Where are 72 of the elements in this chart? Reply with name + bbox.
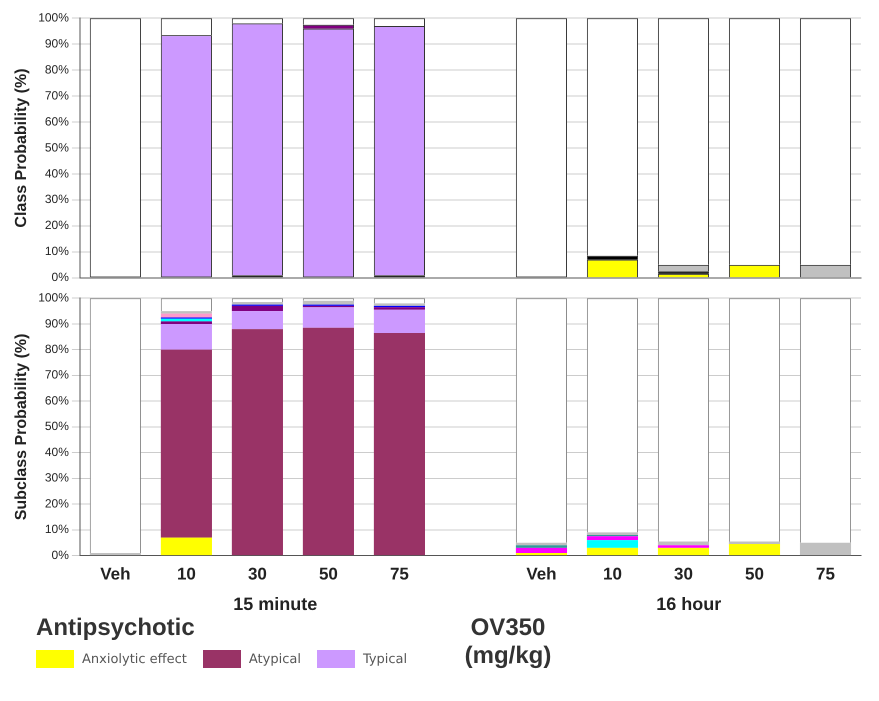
bar — [160, 318, 212, 322]
legend-title: Antipsychotic — [36, 614, 196, 642]
bar — [160, 324, 212, 350]
x-tick-label: 10 — [176, 564, 196, 584]
bar — [586, 548, 638, 556]
bar — [658, 545, 710, 548]
bar — [160, 350, 212, 538]
y-tick-label: 10% — [44, 244, 70, 258]
bar — [800, 542, 852, 556]
legend-label: Anxiolytic effect — [82, 652, 187, 666]
y-tick-label: 90% — [44, 36, 70, 50]
y-tick-label: 70% — [44, 368, 70, 382]
x-tick-label: 75 — [816, 564, 835, 584]
y-tick-label: 90% — [44, 316, 70, 330]
bar — [160, 538, 212, 556]
bar — [658, 541, 710, 546]
bar — [302, 328, 354, 556]
y-tick-label: 100% — [38, 290, 70, 305]
text: 16 hour — [655, 594, 722, 615]
y-tick-label: 100% — [38, 10, 70, 25]
x-tick-label: Veh — [526, 564, 557, 584]
y-tick-label: 40% — [44, 444, 70, 459]
bar — [516, 548, 568, 554]
y-tick-label: 0% — [52, 548, 70, 562]
x-tick-label: 75 — [390, 564, 409, 584]
y-tick-label: 30% — [44, 470, 70, 485]
y-tick-label: 70% — [44, 88, 70, 102]
bar — [374, 332, 425, 556]
text: 15 minute — [232, 594, 318, 615]
y-tick-label: 20% — [44, 218, 70, 232]
bar — [586, 536, 638, 540]
bar — [516, 545, 568, 548]
y-tick-label: 0% — [52, 270, 70, 284]
bar — [658, 548, 710, 556]
y-tick-label: 40% — [44, 166, 70, 180]
bar — [374, 310, 425, 333]
y-tick-label: 60% — [44, 114, 70, 128]
x-tick-label: 10 — [603, 564, 622, 584]
bar — [586, 540, 638, 548]
x-tick-label: 30 — [248, 564, 267, 584]
y-tick-label: 60% — [44, 393, 70, 408]
x-tick-label: 50 — [745, 564, 764, 584]
y-axis-title: Subclass Probability (%) — [13, 334, 30, 520]
x-axis-title: OV350 (mg/kg) — [464, 614, 552, 670]
y-tick-label: 80% — [44, 342, 70, 356]
bar — [374, 303, 425, 306]
bar — [374, 307, 425, 310]
bar — [160, 314, 212, 318]
bar — [232, 306, 283, 312]
y-tick-label: 10% — [44, 522, 70, 536]
y-tick-label: 30% — [44, 192, 70, 206]
bar — [232, 311, 283, 330]
bar — [728, 541, 780, 544]
y-tick-label: 50% — [44, 419, 70, 434]
legend-label: Typical — [362, 652, 408, 666]
y-tick-label: 80% — [44, 62, 70, 76]
bar — [232, 329, 283, 556]
bar — [728, 544, 780, 556]
x-tick-label: 50 — [318, 564, 338, 584]
bar — [586, 532, 638, 536]
y-axis-title: Class Probability (%) — [13, 68, 30, 228]
y-tick-label: 20% — [44, 496, 70, 510]
bar — [160, 321, 212, 324]
legend-label: Atypical — [248, 652, 301, 666]
bar — [516, 542, 568, 546]
bar — [232, 302, 283, 305]
bar — [160, 311, 212, 314]
y-tick-label: 50% — [44, 140, 70, 154]
x-tick-label: 30 — [674, 564, 693, 584]
bar — [302, 307, 354, 328]
bar — [302, 300, 354, 305]
x-tick-label: Veh — [100, 564, 131, 584]
